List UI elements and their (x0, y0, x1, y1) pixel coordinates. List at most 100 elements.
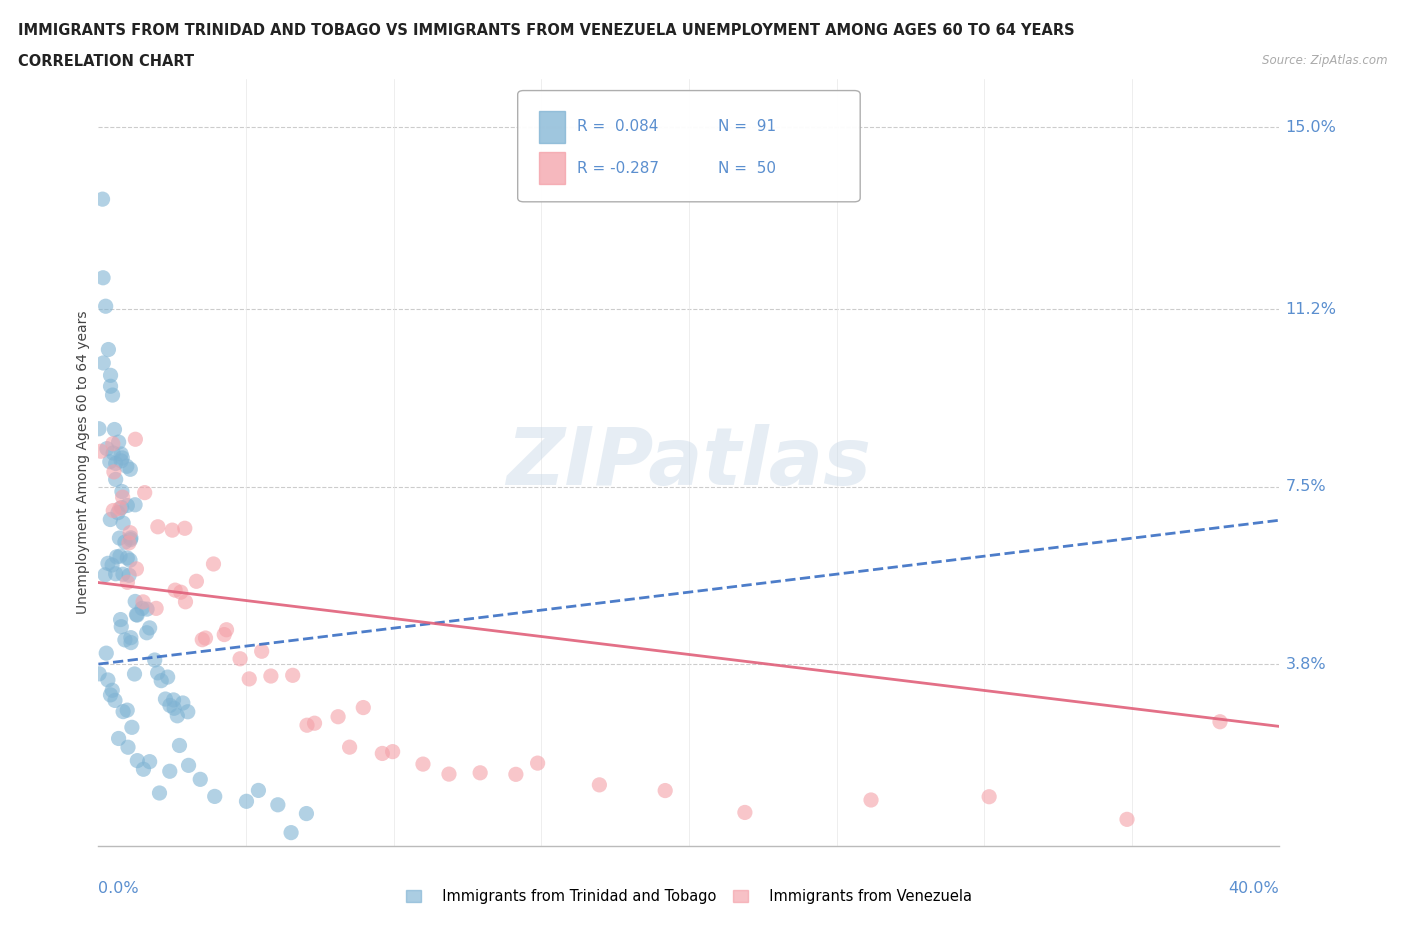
Text: ZIPatlas: ZIPatlas (506, 424, 872, 501)
Point (87, 421, 110, 436)
Point (339, 739, 361, 754)
Text: N =  91: N = 91 (718, 119, 776, 134)
Point (250, 644, 273, 658)
Point (111, 490, 134, 505)
Point (120, 462, 142, 477)
Point (111, 566, 134, 581)
Point (100, 687, 122, 702)
Point (127, 607, 149, 622)
Point (103, 503, 125, 518)
Point (118, 536, 141, 551)
Point (132, 762, 155, 777)
Point (104, 472, 127, 486)
Point (247, 783, 270, 798)
Point (172, 696, 194, 711)
Point (117, 739, 139, 754)
Point (117, 575, 139, 590)
Point (104, 566, 127, 581)
Text: R =  0.084: R = 0.084 (576, 119, 658, 134)
FancyBboxPatch shape (517, 90, 860, 202)
Point (112, 704, 135, 719)
Point (124, 432, 146, 446)
Point (96, 441, 118, 456)
Point (437, 766, 460, 781)
Point (114, 535, 136, 550)
Point (117, 498, 139, 513)
Point (194, 631, 217, 645)
Point (173, 521, 195, 536)
Text: Source: ZipAtlas.com: Source: ZipAtlas.com (1263, 54, 1388, 67)
Point (115, 703, 138, 718)
Point (138, 754, 160, 769)
Point (94, 299, 117, 313)
Point (468, 765, 491, 780)
Point (155, 692, 177, 707)
Point (100, 379, 122, 393)
Point (124, 667, 146, 682)
Point (108, 531, 131, 546)
Text: 11.2%: 11.2% (1285, 301, 1336, 317)
Point (115, 458, 138, 473)
Point (124, 594, 146, 609)
Point (101, 388, 124, 403)
Point (118, 568, 141, 583)
Point (860, 792, 883, 807)
Point (295, 806, 318, 821)
Point (136, 602, 159, 617)
Point (170, 585, 193, 600)
Point (238, 671, 260, 686)
Point (588, 777, 610, 792)
Point (117, 551, 139, 565)
Point (105, 550, 128, 565)
Text: 7.5%: 7.5% (1285, 479, 1326, 494)
Point (98, 454, 121, 469)
Point (174, 594, 197, 609)
Point (215, 622, 238, 637)
Point (134, 485, 156, 500)
Text: 0.0%: 0.0% (98, 881, 139, 896)
Point (188, 772, 211, 787)
Point (371, 746, 394, 761)
Point (91, 355, 114, 370)
Point (101, 558, 124, 573)
Point (103, 422, 125, 437)
Point (186, 574, 208, 589)
Point (101, 436, 124, 451)
Text: N =  50: N = 50 (718, 161, 776, 176)
Point (352, 700, 374, 715)
Point (979, 790, 1001, 804)
Point (107, 731, 129, 746)
Point (281, 668, 304, 683)
Point (146, 519, 169, 534)
Point (412, 757, 434, 772)
Point (177, 758, 200, 773)
Point (91, 192, 114, 206)
Point (132, 594, 155, 609)
Point (104, 693, 127, 708)
Point (159, 764, 181, 778)
Point (204, 789, 226, 804)
Point (212, 627, 235, 642)
Point (150, 673, 173, 688)
Point (169, 738, 191, 753)
Point (148, 786, 170, 801)
Point (125, 562, 148, 577)
Point (143, 653, 166, 668)
Text: IMMIGRANTS FROM TRINIDAD AND TOBAGO VS IMMIGRANTS FROM VENEZUELA UNEMPLOYMENT AM: IMMIGRANTS FROM TRINIDAD AND TOBAGO VS I… (18, 23, 1076, 38)
Point (120, 530, 142, 545)
Point (202, 556, 225, 571)
Point (111, 450, 134, 465)
Point (94, 567, 117, 582)
Text: 40.0%: 40.0% (1229, 881, 1279, 896)
Point (108, 549, 131, 564)
Point (108, 501, 131, 516)
Point (90, 444, 112, 458)
Point (100, 368, 122, 383)
Point (654, 783, 676, 798)
Point (1209, 714, 1232, 729)
Point (1116, 812, 1139, 827)
Point (120, 631, 142, 645)
Point (120, 635, 142, 650)
Bar (538, 111, 565, 142)
Text: 3.8%: 3.8% (1285, 657, 1326, 671)
